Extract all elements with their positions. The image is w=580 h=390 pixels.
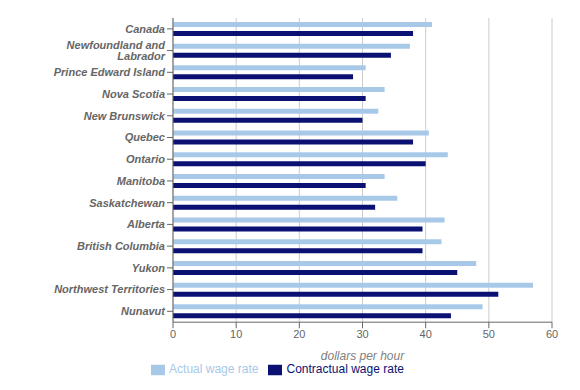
svg-text:50: 50: [483, 328, 495, 340]
svg-text:Quebec: Quebec: [125, 131, 165, 143]
svg-text:60: 60: [546, 328, 558, 340]
svg-text:Nunavut: Nunavut: [121, 305, 166, 317]
svg-text:20: 20: [293, 328, 305, 340]
svg-text:30: 30: [356, 328, 368, 340]
svg-text:Northwest Territories: Northwest Territories: [54, 283, 165, 295]
html-text:Actual wage rate: Actual wage rate: [169, 362, 259, 377]
svg-text:Alberta: Alberta: [126, 218, 165, 230]
svg-text:Yukon: Yukon: [132, 262, 165, 274]
svg-text:0: 0: [170, 328, 176, 340]
svg-text:Prince Edward Island: Prince Edward Island: [54, 66, 166, 78]
svg-text:British Columbia: British Columbia: [77, 240, 165, 252]
svg-text:Newfoundland andLabrador: Newfoundland andLabrador: [67, 39, 166, 62]
svg-text:Nova Scotia: Nova Scotia: [102, 88, 165, 100]
svg-text:10: 10: [230, 328, 242, 340]
svg-text:Manitoba: Manitoba: [117, 175, 165, 187]
svg-text:New Brunswick: New Brunswick: [84, 110, 166, 122]
svg-text:Saskatchewan: Saskatchewan: [89, 197, 165, 209]
svg-text:Canada: Canada: [125, 23, 165, 35]
html-text:Contractual wage rate: Contractual wage rate: [286, 362, 404, 377]
svg-text:dollars per hour: dollars per hour: [321, 349, 405, 363]
svg-text:40: 40: [420, 328, 432, 340]
svg-text:Ontario: Ontario: [126, 153, 165, 165]
